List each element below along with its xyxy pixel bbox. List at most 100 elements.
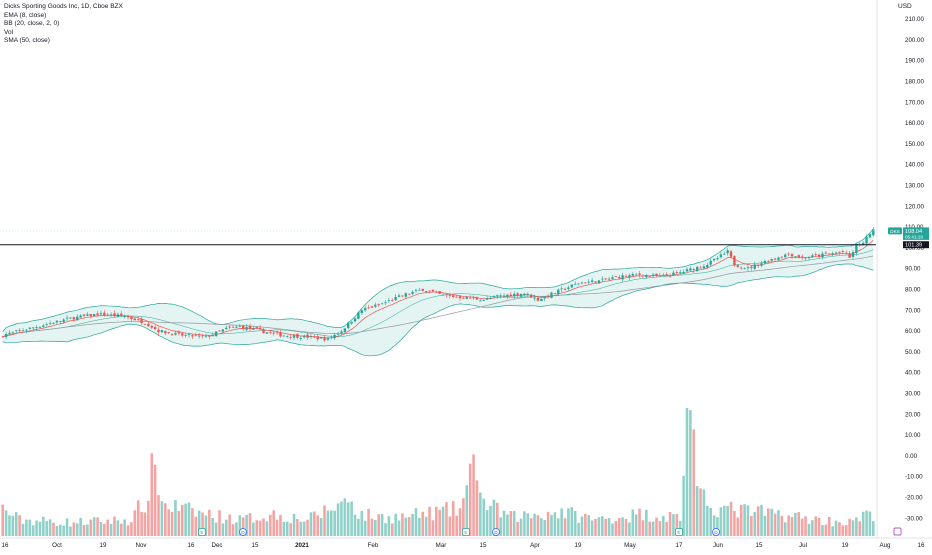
volume-bar[interactable]: [387, 516, 391, 536]
candle[interactable]: [82, 314, 86, 316]
candle[interactable]: [76, 316, 79, 321]
candle[interactable]: [855, 244, 858, 254]
volume-bar[interactable]: [851, 520, 855, 536]
candle[interactable]: [597, 280, 601, 284]
volume-bar[interactable]: [821, 525, 824, 536]
candle[interactable]: [638, 273, 641, 275]
candle[interactable]: [424, 291, 428, 292]
candle[interactable]: [279, 332, 282, 337]
candle[interactable]: [130, 317, 133, 319]
candle[interactable]: [780, 256, 784, 258]
dividend-marker[interactable]: [239, 528, 247, 536]
volume-bar[interactable]: [174, 500, 177, 536]
candle[interactable]: [489, 298, 492, 299]
volume-bar[interactable]: [614, 521, 618, 536]
candle[interactable]: [648, 276, 651, 277]
candle[interactable]: [8, 332, 11, 334]
volume-bar[interactable]: [655, 517, 658, 536]
volume-bar[interactable]: [634, 514, 638, 536]
volume-bar[interactable]: [550, 514, 553, 536]
candle[interactable]: [1, 336, 4, 338]
volume-bar[interactable]: [289, 523, 292, 536]
candle[interactable]: [523, 293, 526, 296]
volume-bar[interactable]: [140, 511, 143, 536]
candle[interactable]: [645, 275, 648, 278]
candle[interactable]: [838, 251, 841, 253]
candle[interactable]: [286, 335, 289, 337]
volume-bar[interactable]: [472, 454, 475, 536]
bollinger-upper[interactable]: [2, 228, 874, 332]
volume-bar[interactable]: [119, 523, 123, 536]
candle[interactable]: [624, 275, 628, 277]
volume-bar[interactable]: [570, 507, 574, 536]
volume-bar[interactable]: [811, 520, 814, 536]
volume-bar[interactable]: [164, 503, 167, 536]
volume-bar[interactable]: [55, 525, 59, 536]
volume-bar[interactable]: [69, 526, 72, 536]
volume-bar[interactable]: [841, 525, 845, 536]
candle[interactable]: [448, 294, 452, 296]
candle[interactable]: [153, 327, 157, 329]
candle[interactable]: [699, 267, 702, 269]
candle[interactable]: [177, 332, 181, 334]
volume-bar[interactable]: [75, 523, 79, 536]
volume-bar[interactable]: [346, 502, 350, 536]
volume-bar[interactable]: [773, 513, 777, 536]
volume-bar[interactable]: [428, 506, 431, 536]
volume-bar[interactable]: [194, 516, 198, 536]
ticker-tag[interactable]: [888, 227, 902, 235]
volume-bar[interactable]: [699, 488, 702, 536]
candle[interactable]: [472, 297, 475, 299]
candle[interactable]: [580, 282, 584, 284]
candle[interactable]: [794, 256, 797, 258]
volume-bar[interactable]: [262, 518, 265, 536]
candle[interactable]: [557, 289, 560, 295]
volume-bar[interactable]: [601, 516, 604, 536]
volume-bar[interactable]: [787, 515, 790, 536]
candle[interactable]: [807, 257, 811, 259]
candle[interactable]: [15, 330, 18, 332]
candle[interactable]: [716, 258, 719, 260]
candle[interactable]: [445, 294, 448, 296]
volume-bar[interactable]: [404, 517, 408, 536]
candle[interactable]: [248, 326, 252, 329]
candle[interactable]: [553, 293, 557, 295]
volume-bar[interactable]: [641, 520, 645, 536]
candle[interactable]: [729, 251, 733, 257]
candle[interactable]: [404, 293, 408, 297]
volume-bar[interactable]: [543, 520, 546, 536]
volume-bar[interactable]: [343, 498, 347, 536]
volume-bar[interactable]: [861, 511, 865, 536]
candle[interactable]: [374, 304, 377, 307]
volume-bar[interactable]: [455, 515, 458, 536]
legend-ema[interactable]: EMA (8, close): [4, 11, 47, 19]
candle[interactable]: [370, 306, 374, 308]
candle[interactable]: [709, 260, 712, 265]
volume-bar[interactable]: [25, 519, 28, 536]
volume-bar[interactable]: [211, 517, 215, 536]
volume-bar[interactable]: [831, 526, 834, 536]
candle[interactable]: [756, 265, 760, 266]
candle[interactable]: [753, 264, 756, 269]
volume-bar[interactable]: [275, 519, 279, 536]
candle[interactable]: [106, 314, 109, 316]
volume-bar[interactable]: [218, 510, 221, 536]
volume-bar[interactable]: [584, 513, 587, 536]
volume-bar[interactable]: [252, 522, 255, 536]
candle[interactable]: [160, 330, 164, 333]
volume-bar[interactable]: [258, 520, 262, 536]
volume-bar[interactable]: [424, 516, 428, 536]
volume-bar[interactable]: [326, 510, 330, 536]
candle[interactable]: [299, 338, 302, 339]
volume-bar[interactable]: [367, 508, 370, 536]
candle[interactable]: [824, 252, 828, 254]
volume-bar[interactable]: [374, 519, 377, 536]
candle[interactable]: [536, 297, 540, 301]
candle[interactable]: [587, 281, 590, 283]
candle[interactable]: [397, 295, 401, 297]
candle[interactable]: [513, 293, 516, 297]
volume-bar[interactable]: [621, 517, 624, 536]
volume-bar[interactable]: [357, 518, 360, 536]
candle[interactable]: [309, 336, 313, 338]
volume-bar[interactable]: [767, 508, 770, 536]
